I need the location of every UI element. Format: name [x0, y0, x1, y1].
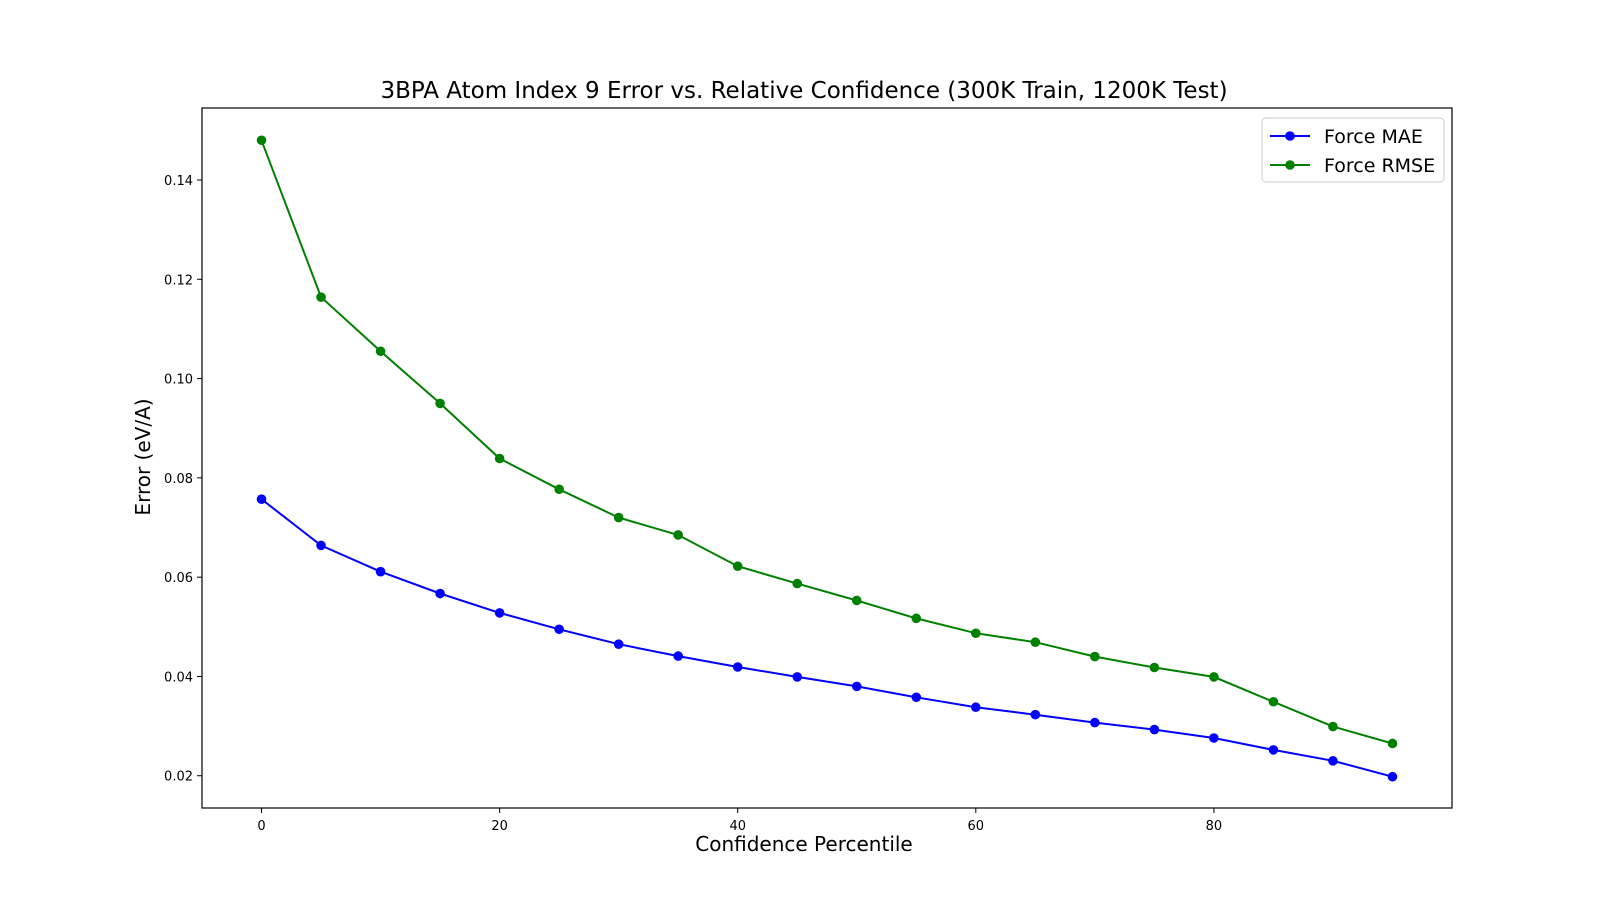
data-point [1030, 709, 1041, 720]
data-point [851, 595, 862, 606]
series-line-0 [260, 498, 1393, 778]
data-point [971, 628, 981, 639]
data-point [613, 639, 624, 649]
y-tick-label: 0.12 [164, 273, 193, 288]
y-tick-label: 0.04 [164, 670, 193, 685]
x-tick-label: 0 [257, 819, 265, 834]
legend-marker [1285, 131, 1295, 141]
data-point [911, 692, 922, 703]
data-point [1090, 651, 1100, 662]
data-point [256, 494, 267, 505]
chart-title: 3BPA Atom Index 9 Error vs. Relative Con… [380, 78, 1227, 104]
data-point [613, 512, 624, 523]
y-tick-label: 0.14 [164, 174, 193, 189]
y-tick-label: 0.02 [164, 770, 193, 785]
x-tick-label: 40 [729, 819, 746, 834]
data-point [1149, 662, 1160, 673]
data-point [1268, 696, 1279, 707]
data-point [732, 561, 743, 572]
data-point [256, 135, 267, 146]
data-point [971, 702, 981, 713]
x-tick-label: 20 [491, 819, 508, 834]
legend-marker [1285, 160, 1295, 170]
data-point [732, 662, 743, 672]
y-tick-label: 0.08 [164, 472, 193, 487]
data-point [1209, 672, 1219, 682]
data-point [435, 398, 445, 409]
data-point [673, 651, 683, 661]
data-point [1328, 756, 1338, 766]
data-point [316, 292, 326, 302]
data-point [554, 624, 564, 635]
data-point [1387, 771, 1398, 782]
data-point [1209, 733, 1219, 743]
data-point [494, 608, 505, 618]
plot-frame [201, 107, 1453, 809]
data-point [1149, 724, 1160, 735]
data-point [1268, 745, 1279, 755]
data-point [435, 588, 445, 599]
data-point [375, 566, 386, 577]
data-point [1030, 637, 1041, 647]
x-tick-label: 60 [968, 819, 985, 834]
x-axis-label: Confidence Percentile [695, 832, 912, 856]
legend-label: Force MAE [1324, 126, 1423, 148]
y-tick-label: 0.10 [164, 373, 193, 388]
data-point [494, 453, 505, 464]
series-line-1 [260, 139, 1393, 745]
data-point [911, 613, 922, 624]
x-tick-label: 80 [1206, 819, 1223, 834]
legend-label: Force RMSE [1324, 155, 1435, 177]
data-point [673, 530, 683, 540]
data-point [554, 484, 564, 495]
data-point [851, 681, 862, 692]
data-point [1090, 717, 1100, 728]
data-point [792, 578, 803, 589]
data-point [792, 672, 803, 682]
y-tick-label: 0.06 [164, 571, 193, 586]
data-point [1328, 721, 1338, 732]
data-point [1387, 738, 1398, 749]
data-point [316, 540, 326, 551]
data-point [375, 346, 386, 357]
y-axis-label: Error (eV/A) [131, 398, 155, 515]
